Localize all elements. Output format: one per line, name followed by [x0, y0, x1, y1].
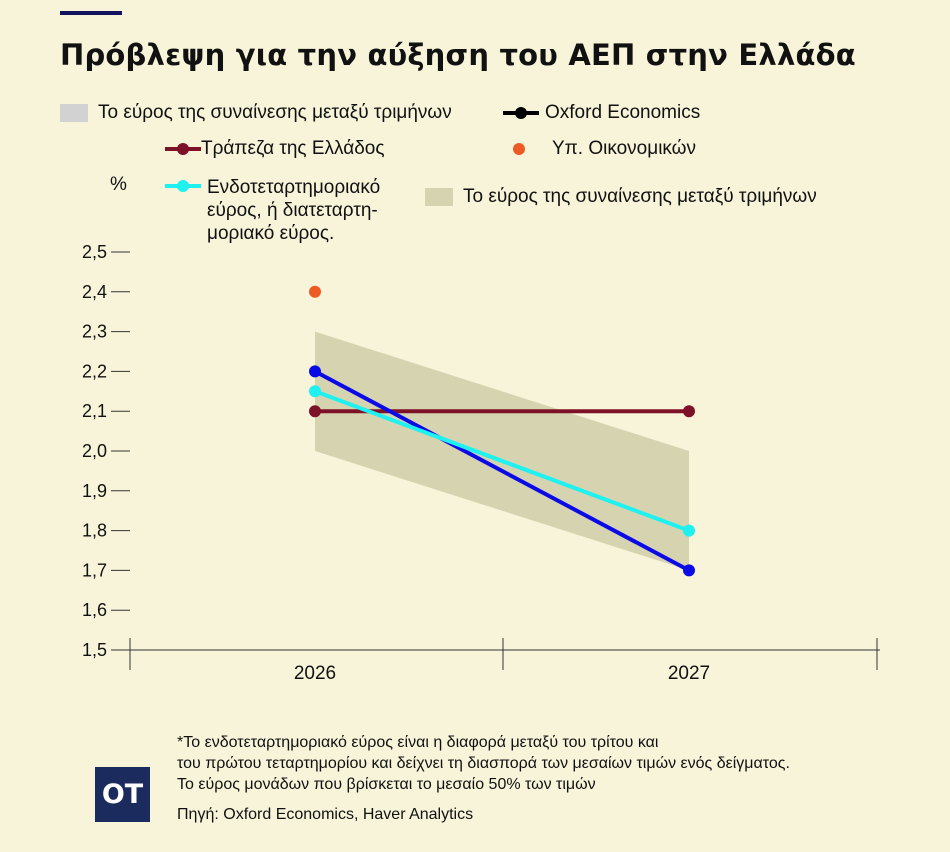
y-tick-label: 1,7	[82, 560, 107, 580]
y-tick-label: 1,8	[82, 521, 107, 541]
legend-ministry: Υπ. Οικονομικών	[513, 138, 696, 160]
y-axis-label: %	[110, 174, 127, 195]
legend-range-grey: Το εύρος της συναίνεσης μεταξύ τριμήνων	[60, 102, 452, 124]
legend-label: Oxford Economics	[545, 102, 701, 123]
data-point	[309, 385, 321, 398]
x-tick-label: 2027	[668, 663, 710, 684]
footnote-line-3: Το εύρος μονάδων που βρίσκεται το μεσαίο…	[177, 776, 596, 793]
legend-line-marker	[503, 107, 539, 119]
series-line	[314, 369, 690, 573]
y-tick-label: 1,9	[82, 481, 107, 501]
y-tick-label: 1,5	[82, 640, 107, 660]
footnote-line-1: *Το ενδοτεταρτημοριακό εύρος είναι η δια…	[177, 734, 659, 751]
y-tick-label: 2,0	[82, 441, 107, 461]
legend-line-marker	[165, 180, 201, 192]
legend-oxford: Oxford Economics	[503, 102, 700, 124]
x-tick-label: 2026	[294, 663, 336, 684]
y-tick-label: 1,6	[82, 600, 107, 620]
ot-logo: OT	[95, 767, 150, 822]
legend-line-marker	[165, 143, 201, 155]
legend-iqr: Ενδοτεταρτημοριακό εύρος, ή διατεταρτη-μ…	[165, 176, 437, 245]
footnote-line-2: του πρώτου τεταρτημορίου και δείχνει τη …	[177, 755, 790, 772]
legend-label: Το εύρος της συναίνεσης μεταξύ τριμήνων	[463, 186, 817, 207]
legend-label: Το εύρος της συναίνεσης μεταξύ τριμήνων	[98, 102, 452, 123]
source-note: Πηγή: Oxford Economics, Haver Analytics	[177, 806, 474, 823]
accent-bar	[60, 11, 122, 15]
y-tick-label: 2,3	[82, 322, 107, 342]
series-line	[314, 389, 690, 533]
consensus-range-band	[315, 331, 689, 571]
y-tick-label: 2,2	[82, 361, 107, 381]
data-point	[309, 365, 321, 378]
legend-swatch	[60, 104, 88, 122]
data-point	[309, 285, 321, 298]
legend-swatch	[425, 188, 453, 206]
chart-title: Πρόβλεψη για την αύξηση του ΑΕΠ στην Ελλ…	[60, 38, 856, 72]
data-point	[683, 524, 695, 537]
legend-range-olive: Το εύρος της συναίνεσης μεταξύ τριμήνων	[425, 186, 817, 208]
y-tick-label: 2,4	[82, 282, 107, 302]
legend-bank: Τράπεζα της Ελλάδος	[165, 138, 385, 160]
legend-label: Ενδοτεταρτημοριακό εύρος, ή διατεταρτη-μ…	[207, 177, 381, 244]
legend-label: Τράπεζα της Ελλάδος	[201, 138, 385, 159]
y-tick-label: 2,1	[82, 401, 107, 421]
y-tick-label: 2,5	[82, 242, 107, 262]
data-point	[309, 405, 321, 418]
data-point	[683, 564, 695, 577]
legend-label: Υπ. Οικονομικών	[552, 138, 697, 159]
data-point	[683, 405, 695, 418]
legend-dot	[513, 143, 527, 155]
